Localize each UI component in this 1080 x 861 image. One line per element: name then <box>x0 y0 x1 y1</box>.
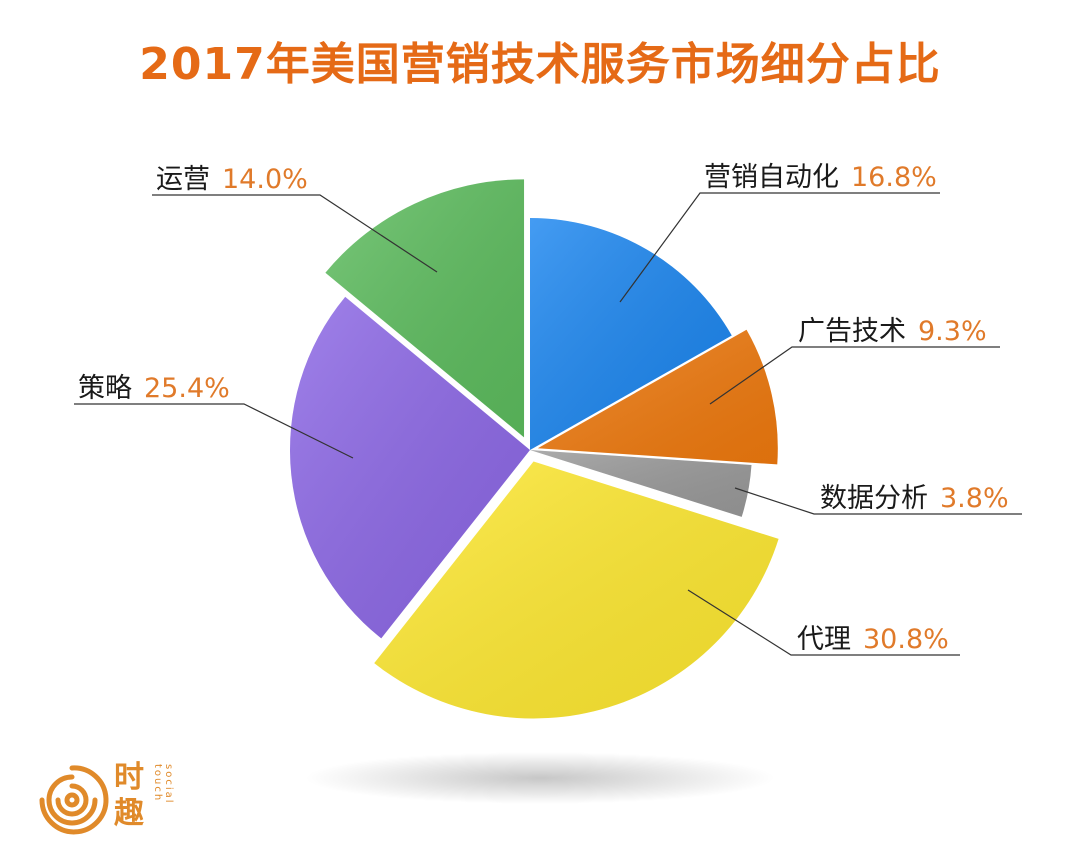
slice-label-value: 30.8% <box>863 624 949 655</box>
slice-label-name: 广告技术 <box>798 316 906 347</box>
brand-char-1: 时 <box>114 760 144 795</box>
slice-label-value: 3.8% <box>940 483 1009 514</box>
slice-label-3: 数据分析 3.8% <box>820 483 1009 514</box>
slice-label-value: 9.3% <box>918 316 987 347</box>
slice-label-6: 运营 14.0% <box>156 164 308 195</box>
pie-slice-shading-1 <box>530 218 732 450</box>
chart-title: 2017年美国营销技术服务市场细分占比 <box>139 39 941 90</box>
brand-char-2: 趣 <box>114 796 144 831</box>
leader-line-4 <box>687 589 960 656</box>
spiral-logo-icon <box>39 765 109 835</box>
pie-slice-shading-4 <box>374 461 779 719</box>
slice-label-2: 广告技术 9.3% <box>798 316 987 347</box>
slice-label-name: 代理 <box>797 624 851 655</box>
leader-line-1 <box>619 192 940 303</box>
slice-label-4: 代理 30.8% <box>797 624 949 655</box>
pie-slice-shading-2 <box>537 329 778 465</box>
brand-logo: 时 趣 social touch <box>34 760 174 840</box>
slice-label-value: 14.0% <box>222 164 308 195</box>
pie-slice-shading-5 <box>290 296 530 639</box>
slice-label-value: 16.8% <box>851 162 937 193</box>
leader-line-6 <box>152 194 438 273</box>
leader-line-5 <box>74 403 354 459</box>
slice-label-5: 策略 25.4% <box>78 373 230 404</box>
leader-line-2 <box>709 346 1000 405</box>
brand-name-en: social touch <box>152 764 174 805</box>
brand-name-cn: 时 趣 <box>114 760 150 832</box>
pie-slice-shading-6 <box>325 179 525 438</box>
pie-shadow <box>305 752 775 804</box>
slice-label-name: 数据分析 <box>820 483 928 514</box>
slice-label-value: 25.4% <box>144 373 230 404</box>
pie-slice-shading-3 <box>530 450 752 517</box>
slice-label-name: 策略 <box>78 373 132 404</box>
slice-label-name: 营销自动化 <box>704 162 839 193</box>
leader-line-3 <box>734 487 1022 515</box>
slice-label-1: 营销自动化 16.8% <box>704 162 937 193</box>
slice-label-name: 运营 <box>156 164 210 195</box>
